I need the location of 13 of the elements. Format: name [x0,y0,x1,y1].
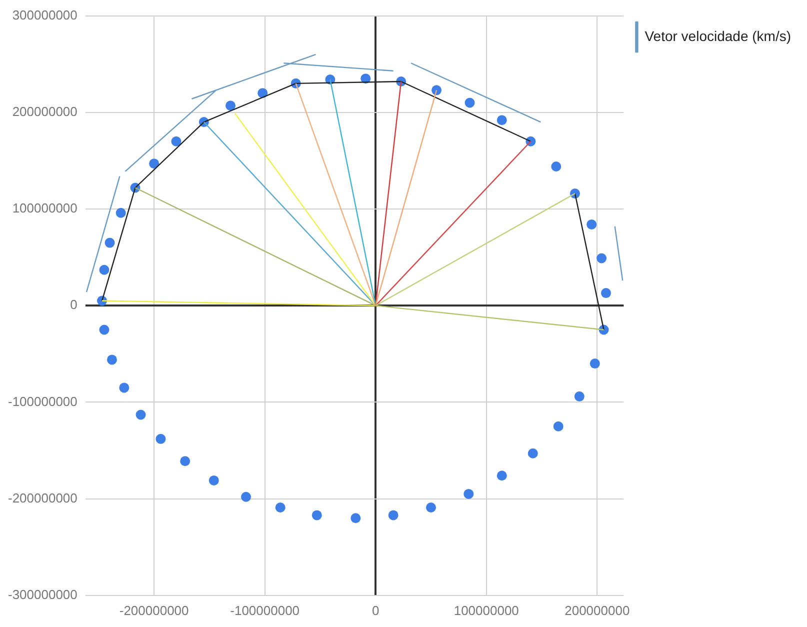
x-tick-label: 200000000 [564,602,630,618]
y-tick-label: 200000000 [12,104,78,119]
y-tick-label: 300000000 [12,7,78,22]
x-tick-label: -100000000 [230,602,300,618]
legend-label: Vetor velocidade (km/s) [644,28,792,44]
y-tick-label: -200000000 [8,490,78,506]
y-tick-label: -300000000 [8,586,78,602]
y-tick-label: -100000000 [8,394,78,409]
y-tick-label: 100000000 [12,200,78,216]
y-tick-label: 0 [70,297,78,312]
x-tick-label: 0 [372,602,380,618]
x-tick-label: -200000000 [119,602,189,618]
x-tick-label: 100000000 [454,602,519,618]
